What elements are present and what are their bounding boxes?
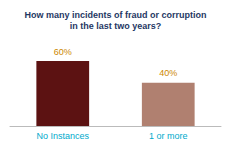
svg-text:1 or more: 1 or more	[149, 131, 188, 141]
svg-text:How many incidents of fraud or: How many incidents of fraud or corruptio…	[24, 10, 206, 20]
svg-text:60%: 60%	[54, 47, 72, 57]
svg-text:in the last two years?: in the last two years?	[70, 21, 162, 31]
svg-text:40%: 40%	[159, 68, 177, 78]
svg-text:No Instances: No Instances	[36, 131, 89, 141]
